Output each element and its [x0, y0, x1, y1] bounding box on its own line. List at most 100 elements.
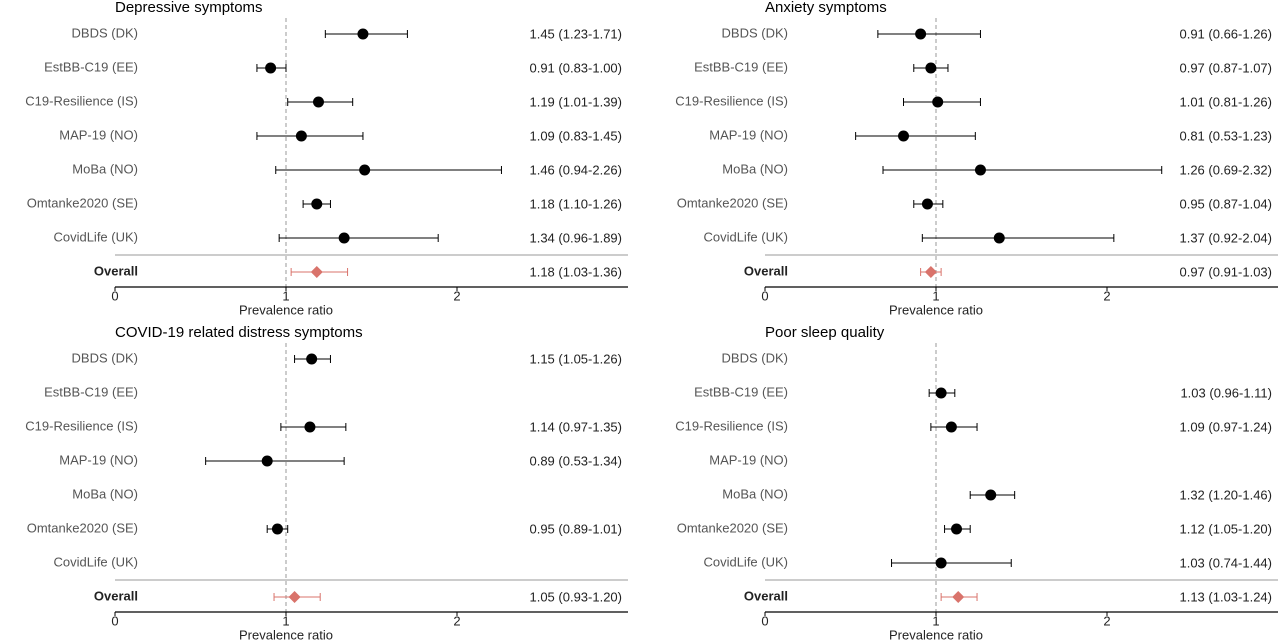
panel-title: Poor sleep quality: [765, 324, 885, 341]
overall-diamond: [924, 266, 937, 278]
study-label: DBDS (DK): [722, 25, 788, 40]
point: [359, 164, 371, 176]
point: [312, 96, 324, 108]
value-label: 1.34 (0.96-1.89): [529, 230, 622, 245]
overall-value-label: 1.18 (1.03-1.36): [529, 264, 622, 279]
x-tick-label: 2: [453, 613, 460, 628]
study-label: MoBa (NO): [72, 161, 138, 176]
point: [357, 28, 369, 40]
x-tick-label: 0: [761, 288, 768, 303]
study-label: MAP-19 (NO): [709, 452, 788, 467]
x-axis-title: Prevalence ratio: [239, 627, 333, 642]
study-label: C19-Resilience (IS): [25, 93, 138, 108]
x-tick-label: 1: [932, 613, 939, 628]
point: [974, 164, 986, 176]
study-label: MoBa (NO): [722, 486, 788, 501]
value-label: 1.03 (0.96-1.11): [1180, 385, 1272, 400]
value-label: 0.91 (0.83-1.00): [529, 60, 622, 75]
point: [935, 387, 947, 399]
study-label: CovidLife (UK): [703, 229, 788, 244]
value-label: 1.09 (0.97-1.24): [1179, 419, 1272, 434]
x-tick-label: 2: [1103, 288, 1110, 303]
value-label: 0.81 (0.53-1.23): [1179, 128, 1272, 143]
value-label: 0.95 (0.87-1.04): [1179, 196, 1272, 211]
point: [945, 421, 957, 433]
x-axis-title: Prevalence ratio: [239, 302, 333, 317]
study-label: EstBB-C19 (EE): [694, 384, 788, 399]
study-label: DBDS (DK): [72, 350, 138, 365]
point: [935, 557, 947, 569]
point: [306, 353, 318, 365]
point: [915, 28, 927, 40]
overall-diamond: [310, 266, 323, 278]
x-tick-label: 2: [453, 288, 460, 303]
x-tick-label: 0: [111, 613, 118, 628]
value-label: 1.12 (1.05-1.20): [1179, 521, 1272, 536]
value-label: 1.46 (0.94-2.26): [529, 162, 622, 177]
panel-title: Anxiety symptoms: [765, 0, 887, 16]
study-label: C19-Resilience (IS): [675, 418, 788, 433]
x-tick-label: 0: [761, 613, 768, 628]
study-label: EstBB-C19 (EE): [44, 59, 138, 74]
value-label: 1.18 (1.10-1.26): [529, 196, 622, 211]
x-axis-title: Prevalence ratio: [889, 627, 983, 642]
point: [304, 421, 316, 433]
value-label: 1.03 (0.74-1.44): [1179, 555, 1272, 570]
overall-value-label: 0.97 (0.91-1.03): [1179, 264, 1272, 279]
study-label: CovidLife (UK): [53, 554, 138, 569]
overall-label: Overall: [744, 263, 788, 278]
study-label: C19-Resilience (IS): [675, 93, 788, 108]
point: [338, 232, 350, 244]
study-label: DBDS (DK): [722, 350, 788, 365]
overall-label: Overall: [94, 263, 138, 278]
point: [898, 130, 910, 142]
study-label: Omtanke2020 (SE): [27, 195, 138, 210]
point: [295, 130, 307, 142]
study-label: DBDS (DK): [72, 25, 138, 40]
study-label: MoBa (NO): [722, 161, 788, 176]
overall-label: Overall: [94, 588, 138, 603]
study-label: MAP-19 (NO): [59, 127, 138, 142]
overall-value-label: 1.13 (1.03-1.24): [1179, 589, 1272, 604]
value-label: 0.91 (0.66-1.26): [1179, 26, 1272, 41]
value-label: 1.15 (1.05-1.26): [529, 351, 622, 366]
overall-value-label: 1.05 (0.93-1.20): [529, 589, 622, 604]
x-tick-label: 2: [1103, 613, 1110, 628]
study-label: C19-Resilience (IS): [25, 418, 138, 433]
study-label: Omtanke2020 (SE): [677, 195, 788, 210]
value-label: 1.45 (1.23-1.71): [529, 26, 622, 41]
value-label: 1.01 (0.81-1.26): [1179, 94, 1272, 109]
x-tick-label: 0: [111, 288, 118, 303]
value-label: 1.26 (0.69-2.32): [1179, 162, 1272, 177]
study-label: MAP-19 (NO): [59, 452, 138, 467]
x-tick-label: 1: [282, 288, 289, 303]
value-label: 0.97 (0.87-1.07): [1179, 60, 1272, 75]
point: [311, 198, 323, 210]
overall-diamond: [288, 591, 301, 603]
value-label: 1.14 (0.97-1.35): [529, 419, 622, 434]
value-label: 0.89 (0.53-1.34): [529, 453, 622, 468]
study-label: EstBB-C19 (EE): [694, 59, 788, 74]
study-label: EstBB-C19 (EE): [44, 384, 138, 399]
value-label: 1.19 (1.01-1.39): [529, 94, 622, 109]
value-label: 1.37 (0.92-2.04): [1179, 230, 1272, 245]
point: [993, 232, 1005, 244]
study-label: MAP-19 (NO): [709, 127, 788, 142]
value-label: 1.09 (0.83-1.45): [529, 128, 622, 143]
value-label: 1.32 (1.20-1.46): [1179, 487, 1272, 502]
point: [261, 455, 273, 467]
x-tick-label: 1: [282, 613, 289, 628]
panel-title: COVID-19 related distress symptoms: [115, 324, 363, 341]
study-label: CovidLife (UK): [703, 554, 788, 569]
point: [932, 96, 944, 108]
panel-title: Depressive symptoms: [115, 0, 263, 16]
overall-label: Overall: [744, 588, 788, 603]
point: [951, 523, 963, 535]
study-label: CovidLife (UK): [53, 229, 138, 244]
point: [921, 198, 933, 210]
point: [271, 523, 283, 535]
point: [925, 62, 937, 74]
x-axis-title: Prevalence ratio: [889, 302, 983, 317]
